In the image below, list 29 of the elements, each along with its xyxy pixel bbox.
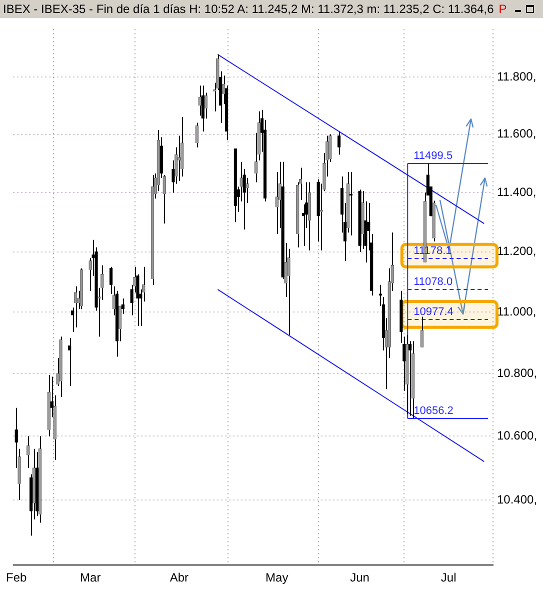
candlestick — [130, 284, 134, 316]
candlestick — [246, 177, 249, 204]
x-tick-label: Feb — [6, 570, 27, 585]
candlestick — [204, 92, 208, 119]
text: P — [498, 2, 507, 16]
y-tick-label: 10.600, — [497, 428, 538, 443]
y-tick-label: 11.200, — [497, 244, 536, 258]
x-tick-label: May — [266, 570, 288, 585]
candlestick — [121, 298, 125, 314]
ref-line-label: 10977.4 — [414, 306, 454, 318]
ref-line-label: 11078.0 — [414, 276, 453, 288]
y-tick-label: 10.400, — [497, 492, 538, 506]
x-tick-label: Jul — [440, 570, 456, 585]
candlestick — [240, 161, 243, 202]
ref-line-label: 11499.5 — [414, 150, 453, 162]
y-tick-label: 11.000, — [497, 304, 536, 318]
x-tick-label: Jun — [350, 570, 370, 585]
x-tick-label: Mar — [80, 570, 101, 585]
chart-title: IBEX - IBEX-35 - Fin de día 1 días H: 10:52 A: 11.245,2 M: 11.372,3 m: 11.235,2 C: 11.364,6 — [3, 2, 494, 16]
candlestick — [178, 135, 181, 182]
y-tick-label: 10.800, — [497, 366, 538, 380]
candlestick — [201, 85, 204, 132]
y-tick-label: 11.600, — [497, 126, 536, 141]
y-tick-label: 11.400, — [497, 184, 536, 199]
ref-line-label: 10656.2 — [414, 405, 454, 418]
y-tick-label: 11.800, — [497, 69, 536, 84]
candlestick — [100, 264, 104, 301]
candlestick — [402, 336, 406, 392]
x-tick-label: Abr — [170, 570, 189, 585]
